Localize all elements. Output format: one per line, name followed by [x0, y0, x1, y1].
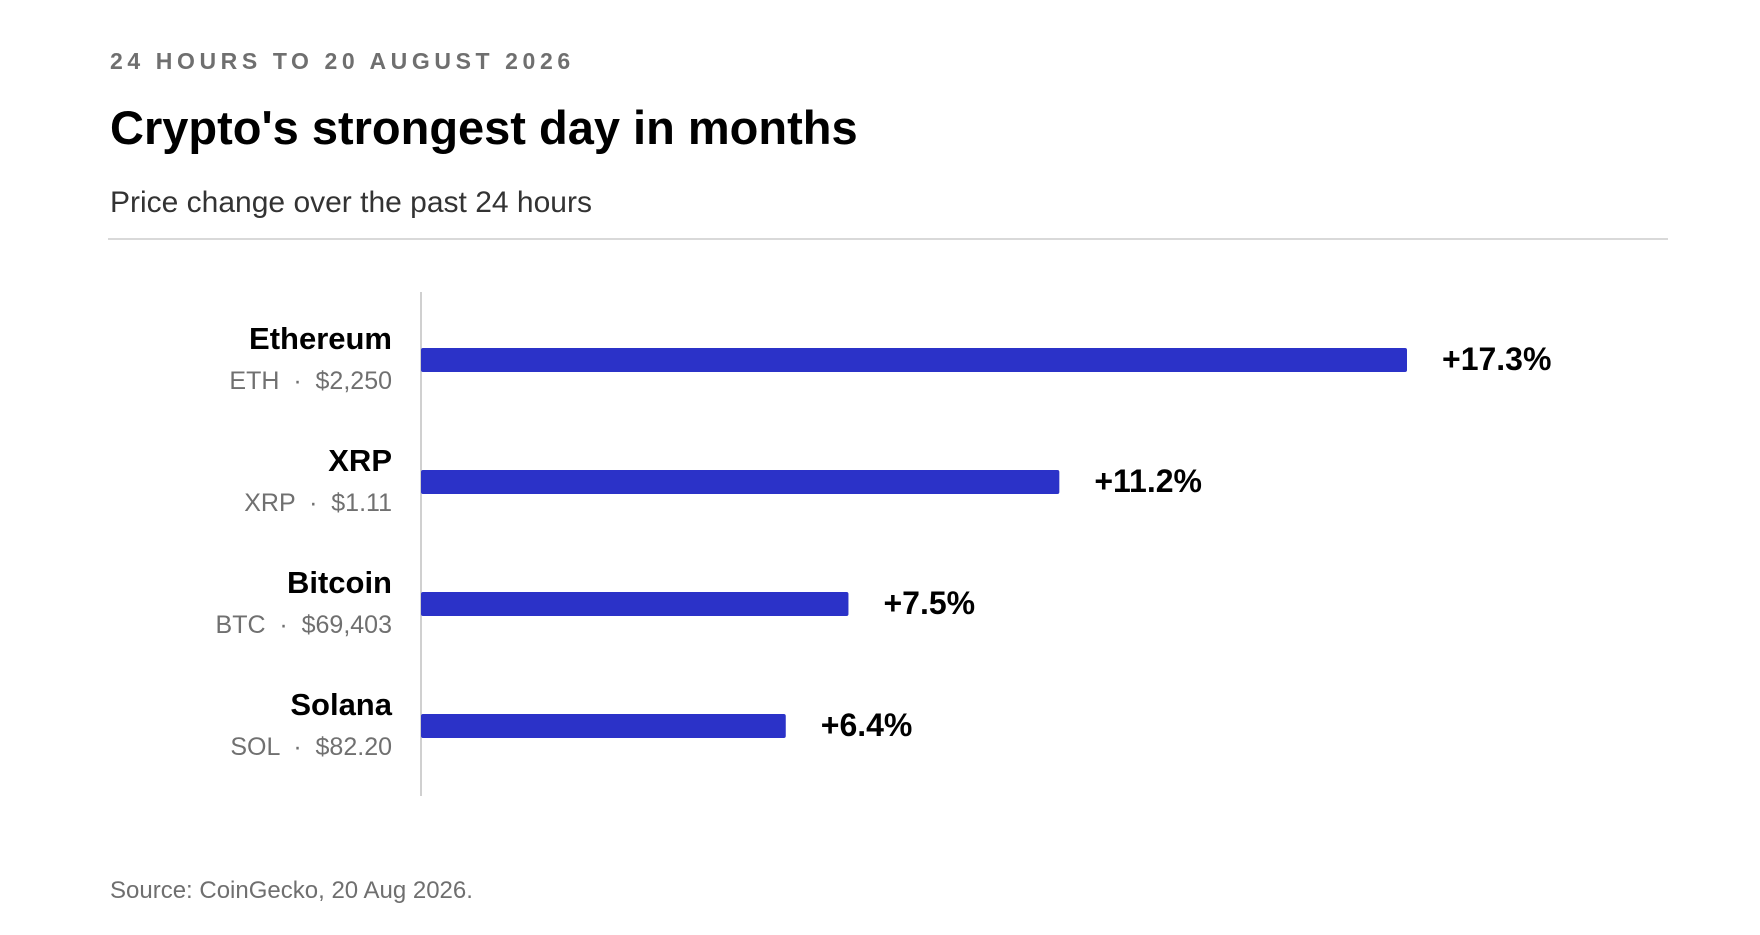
value-label: +6.4% [821, 707, 913, 743]
bar-eth [421, 348, 1407, 372]
ticker-price-label: ETH · $2,250 [229, 367, 392, 395]
bar-btc [421, 592, 849, 616]
value-label: +17.3% [1442, 341, 1551, 377]
chart-subtitle: Price change over the past 24 hours [110, 186, 592, 219]
chart-title: Crypto's strongest day in months [110, 101, 858, 154]
value-label: +11.2% [1094, 463, 1202, 499]
category-label: Solana [290, 687, 392, 722]
ticker-price-label: SOL · $82.20 [230, 733, 392, 761]
source-note: Source: CoinGecko, 20 Aug 2026. [110, 877, 473, 904]
category-label: Ethereum [249, 321, 392, 356]
header-divider [108, 238, 1668, 240]
bar-xrp [421, 470, 1060, 494]
bar-sol [421, 714, 786, 738]
ticker-price-label: XRP · $1.11 [244, 489, 392, 517]
value-label: +7.5% [883, 585, 975, 621]
ticker-price-label: BTC · $69,403 [216, 611, 392, 639]
category-label: Bitcoin [287, 565, 392, 600]
chart-kicker: 24 HOURS TO 20 AUGUST 2026 [110, 48, 575, 74]
category-label: XRP [328, 443, 392, 478]
